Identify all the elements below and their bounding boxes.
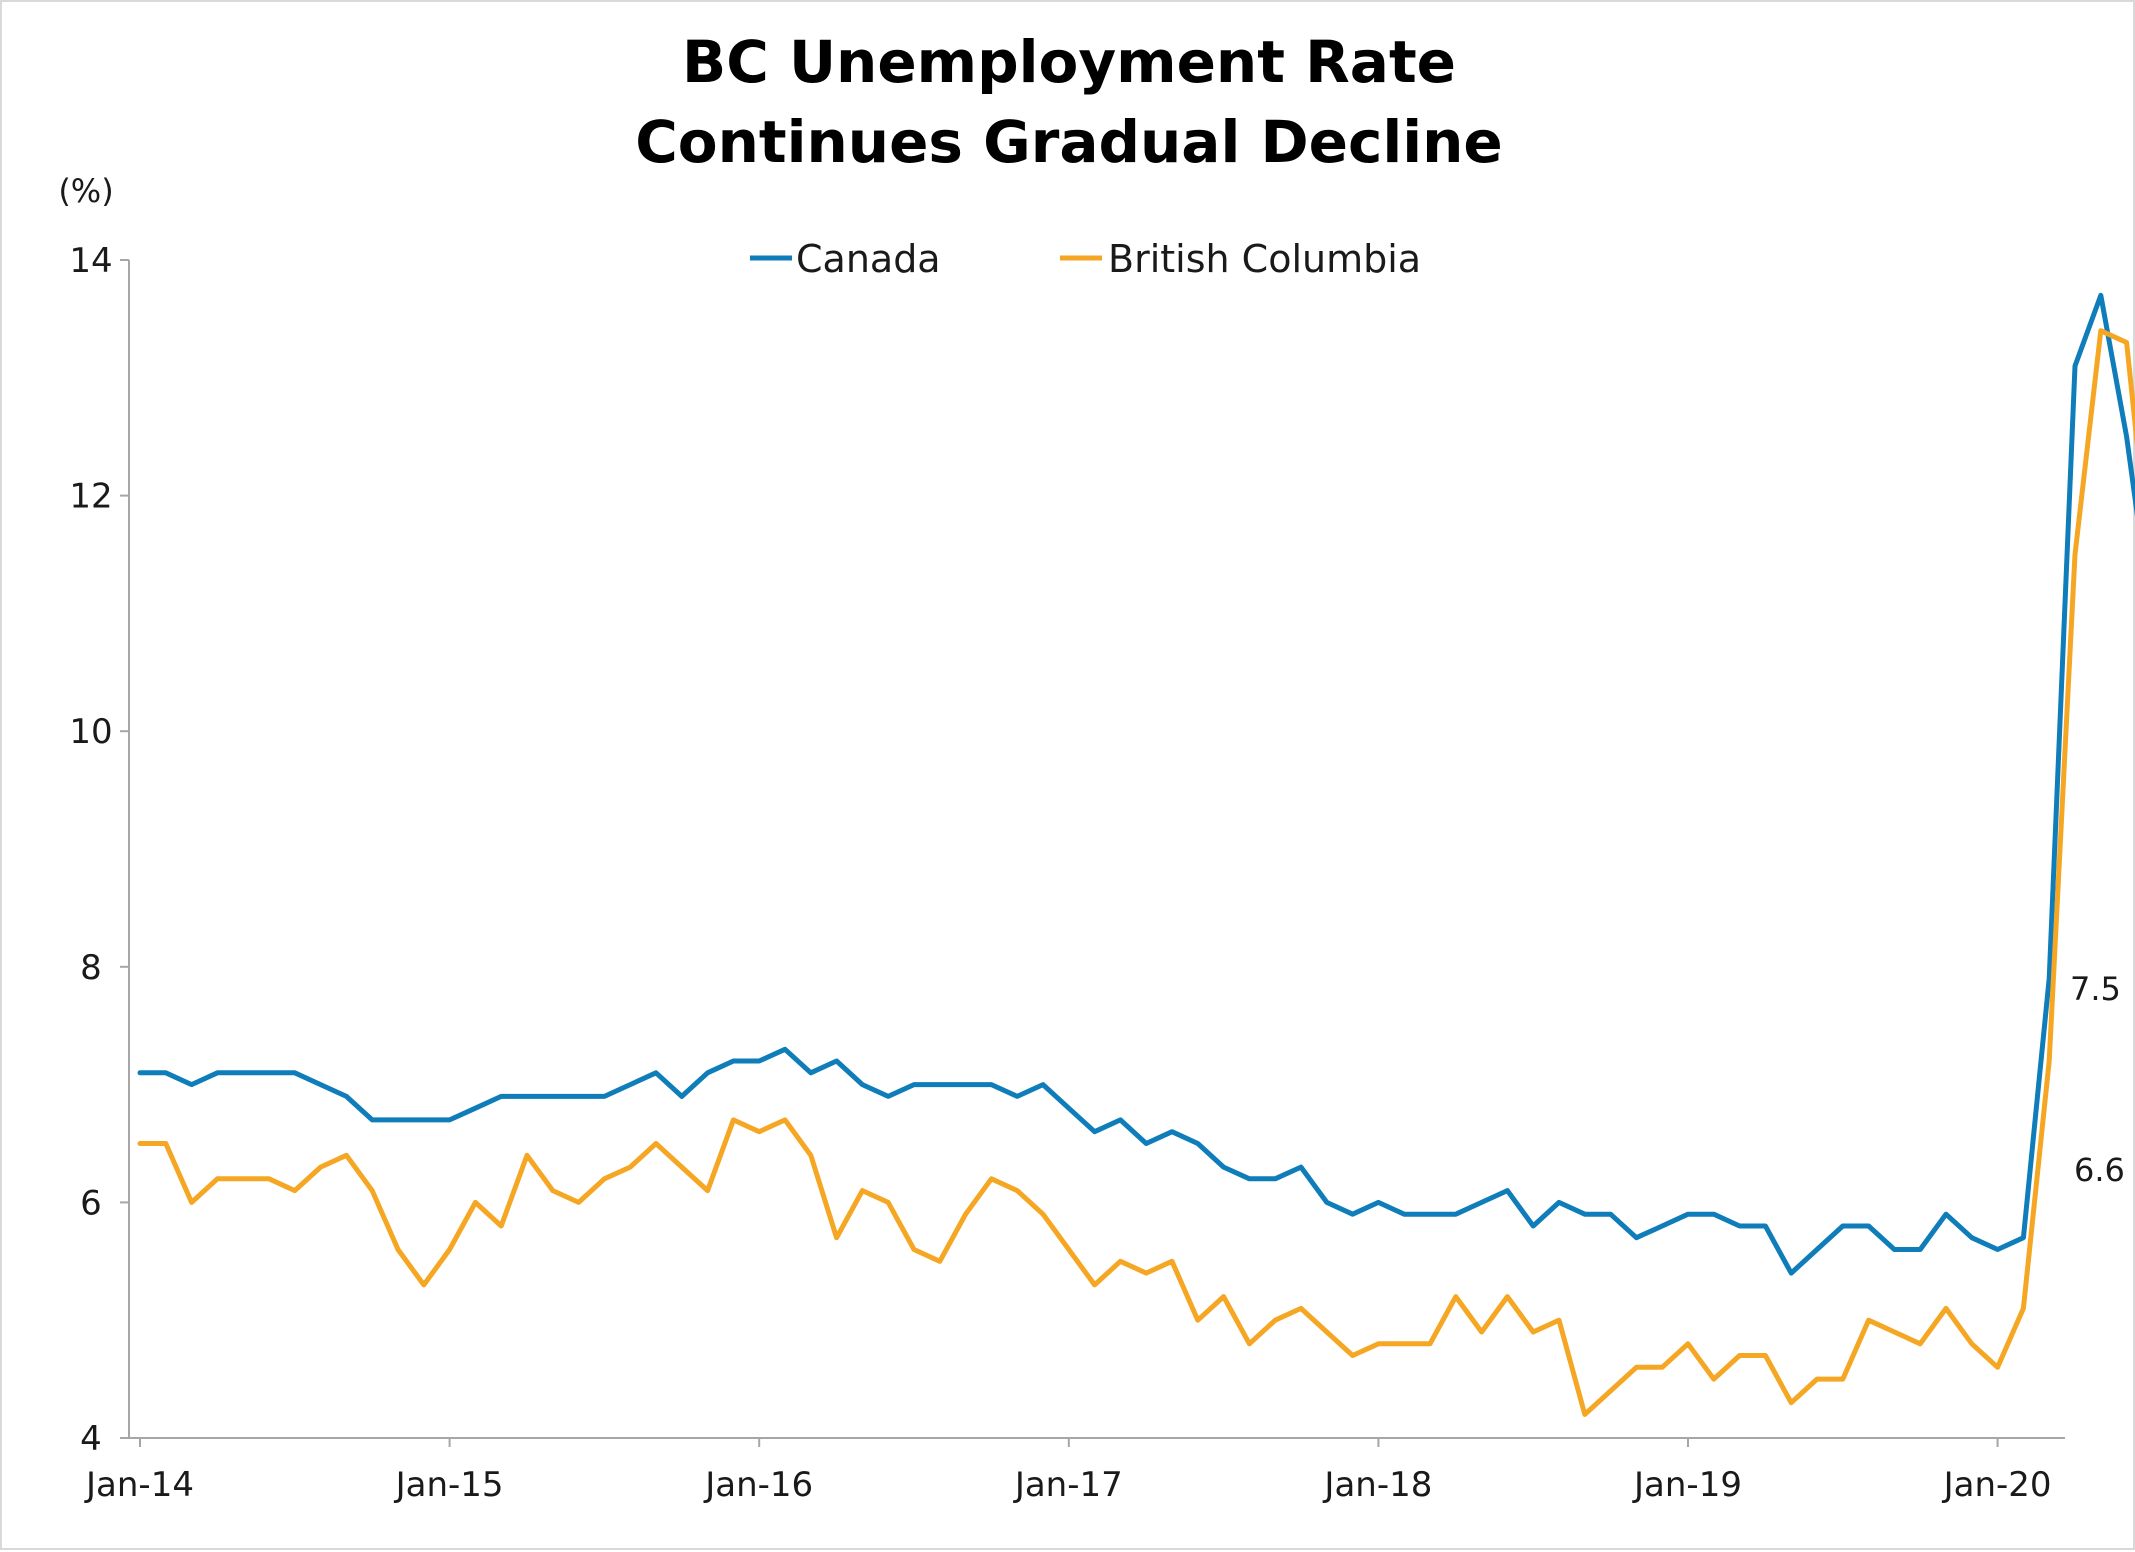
series-line-british-columbia (137, 328, 2135, 1417)
x-tick-label: Jan-15 (394, 1465, 504, 1505)
y-tick-label: 4 (80, 1419, 102, 1459)
y-tick-label: 14 (69, 241, 112, 281)
y-tick-label: 8 (80, 948, 102, 988)
x-axis: Jan-14 Jan-15 Jan-16 Jan-17 Jan-18 Jan-19 Jan-… (84, 1437, 2065, 1505)
chart-title-line-1: BC Unemployment Rate (682, 28, 1456, 96)
x-tick-label: Jan-14 (84, 1465, 194, 1505)
y-tick-label: 10 (69, 712, 112, 752)
y-axis: 4 6 8 10 12 14 (69, 241, 130, 1459)
series-layer (137, 292, 2135, 1417)
chart-title-line-2: Continues Gradual Decline (635, 108, 1503, 176)
end-value-label-british-columbia: 6.6 (2074, 1151, 2125, 1189)
x-tick-label: Jan-16 (703, 1465, 813, 1505)
y-tick-label: 6 (80, 1183, 102, 1223)
x-tick-label: Jan-19 (1632, 1465, 1742, 1505)
end-value-label-canada: 7.5 (2070, 970, 2121, 1008)
x-tick-label: Jan-17 (1013, 1465, 1123, 1505)
x-tick-label: Jan-20 (1942, 1465, 2052, 1505)
legend-label-british-columbia: British Columbia (1108, 237, 1421, 281)
y-axis-unit-label: (%) (58, 172, 113, 210)
y-tick-label: 12 (69, 477, 112, 517)
legend: Canada British Columbia (750, 237, 1421, 281)
legend-label-canada: Canada (796, 237, 941, 281)
x-tick-label: Jan-18 (1322, 1465, 1432, 1505)
series-line-canada (137, 292, 2135, 1276)
